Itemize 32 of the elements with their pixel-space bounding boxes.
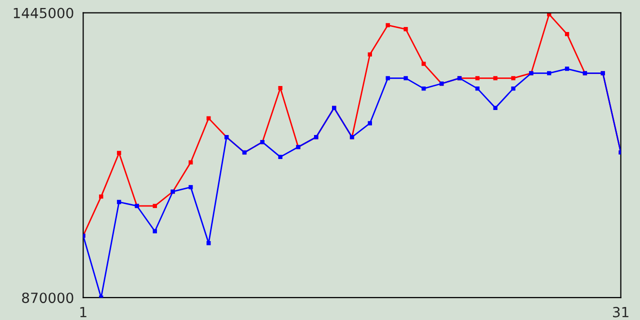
y-tick-label: 1445000 xyxy=(14,8,74,18)
point xyxy=(422,86,426,91)
point xyxy=(493,76,498,80)
point xyxy=(404,27,408,32)
point xyxy=(404,76,408,80)
x-tick-label: 1 xyxy=(80,307,86,318)
point xyxy=(278,154,282,160)
point xyxy=(206,241,211,246)
point xyxy=(368,121,372,126)
point xyxy=(152,204,157,208)
point xyxy=(152,229,157,234)
point xyxy=(386,76,390,80)
point xyxy=(547,71,552,76)
y-tick-label: 870000 xyxy=(22,292,74,304)
point xyxy=(564,32,570,36)
point xyxy=(564,66,570,71)
point xyxy=(116,150,122,156)
point xyxy=(511,76,516,80)
point xyxy=(386,23,390,28)
point xyxy=(511,86,516,91)
point xyxy=(368,52,372,56)
point xyxy=(493,106,498,110)
point xyxy=(278,86,282,90)
point xyxy=(188,160,193,164)
point xyxy=(422,62,426,66)
point xyxy=(188,185,193,190)
point xyxy=(116,200,122,204)
point xyxy=(475,76,480,80)
point xyxy=(475,86,480,91)
point xyxy=(99,194,104,199)
x-tick-label: 31 xyxy=(613,306,628,318)
point xyxy=(206,116,211,120)
